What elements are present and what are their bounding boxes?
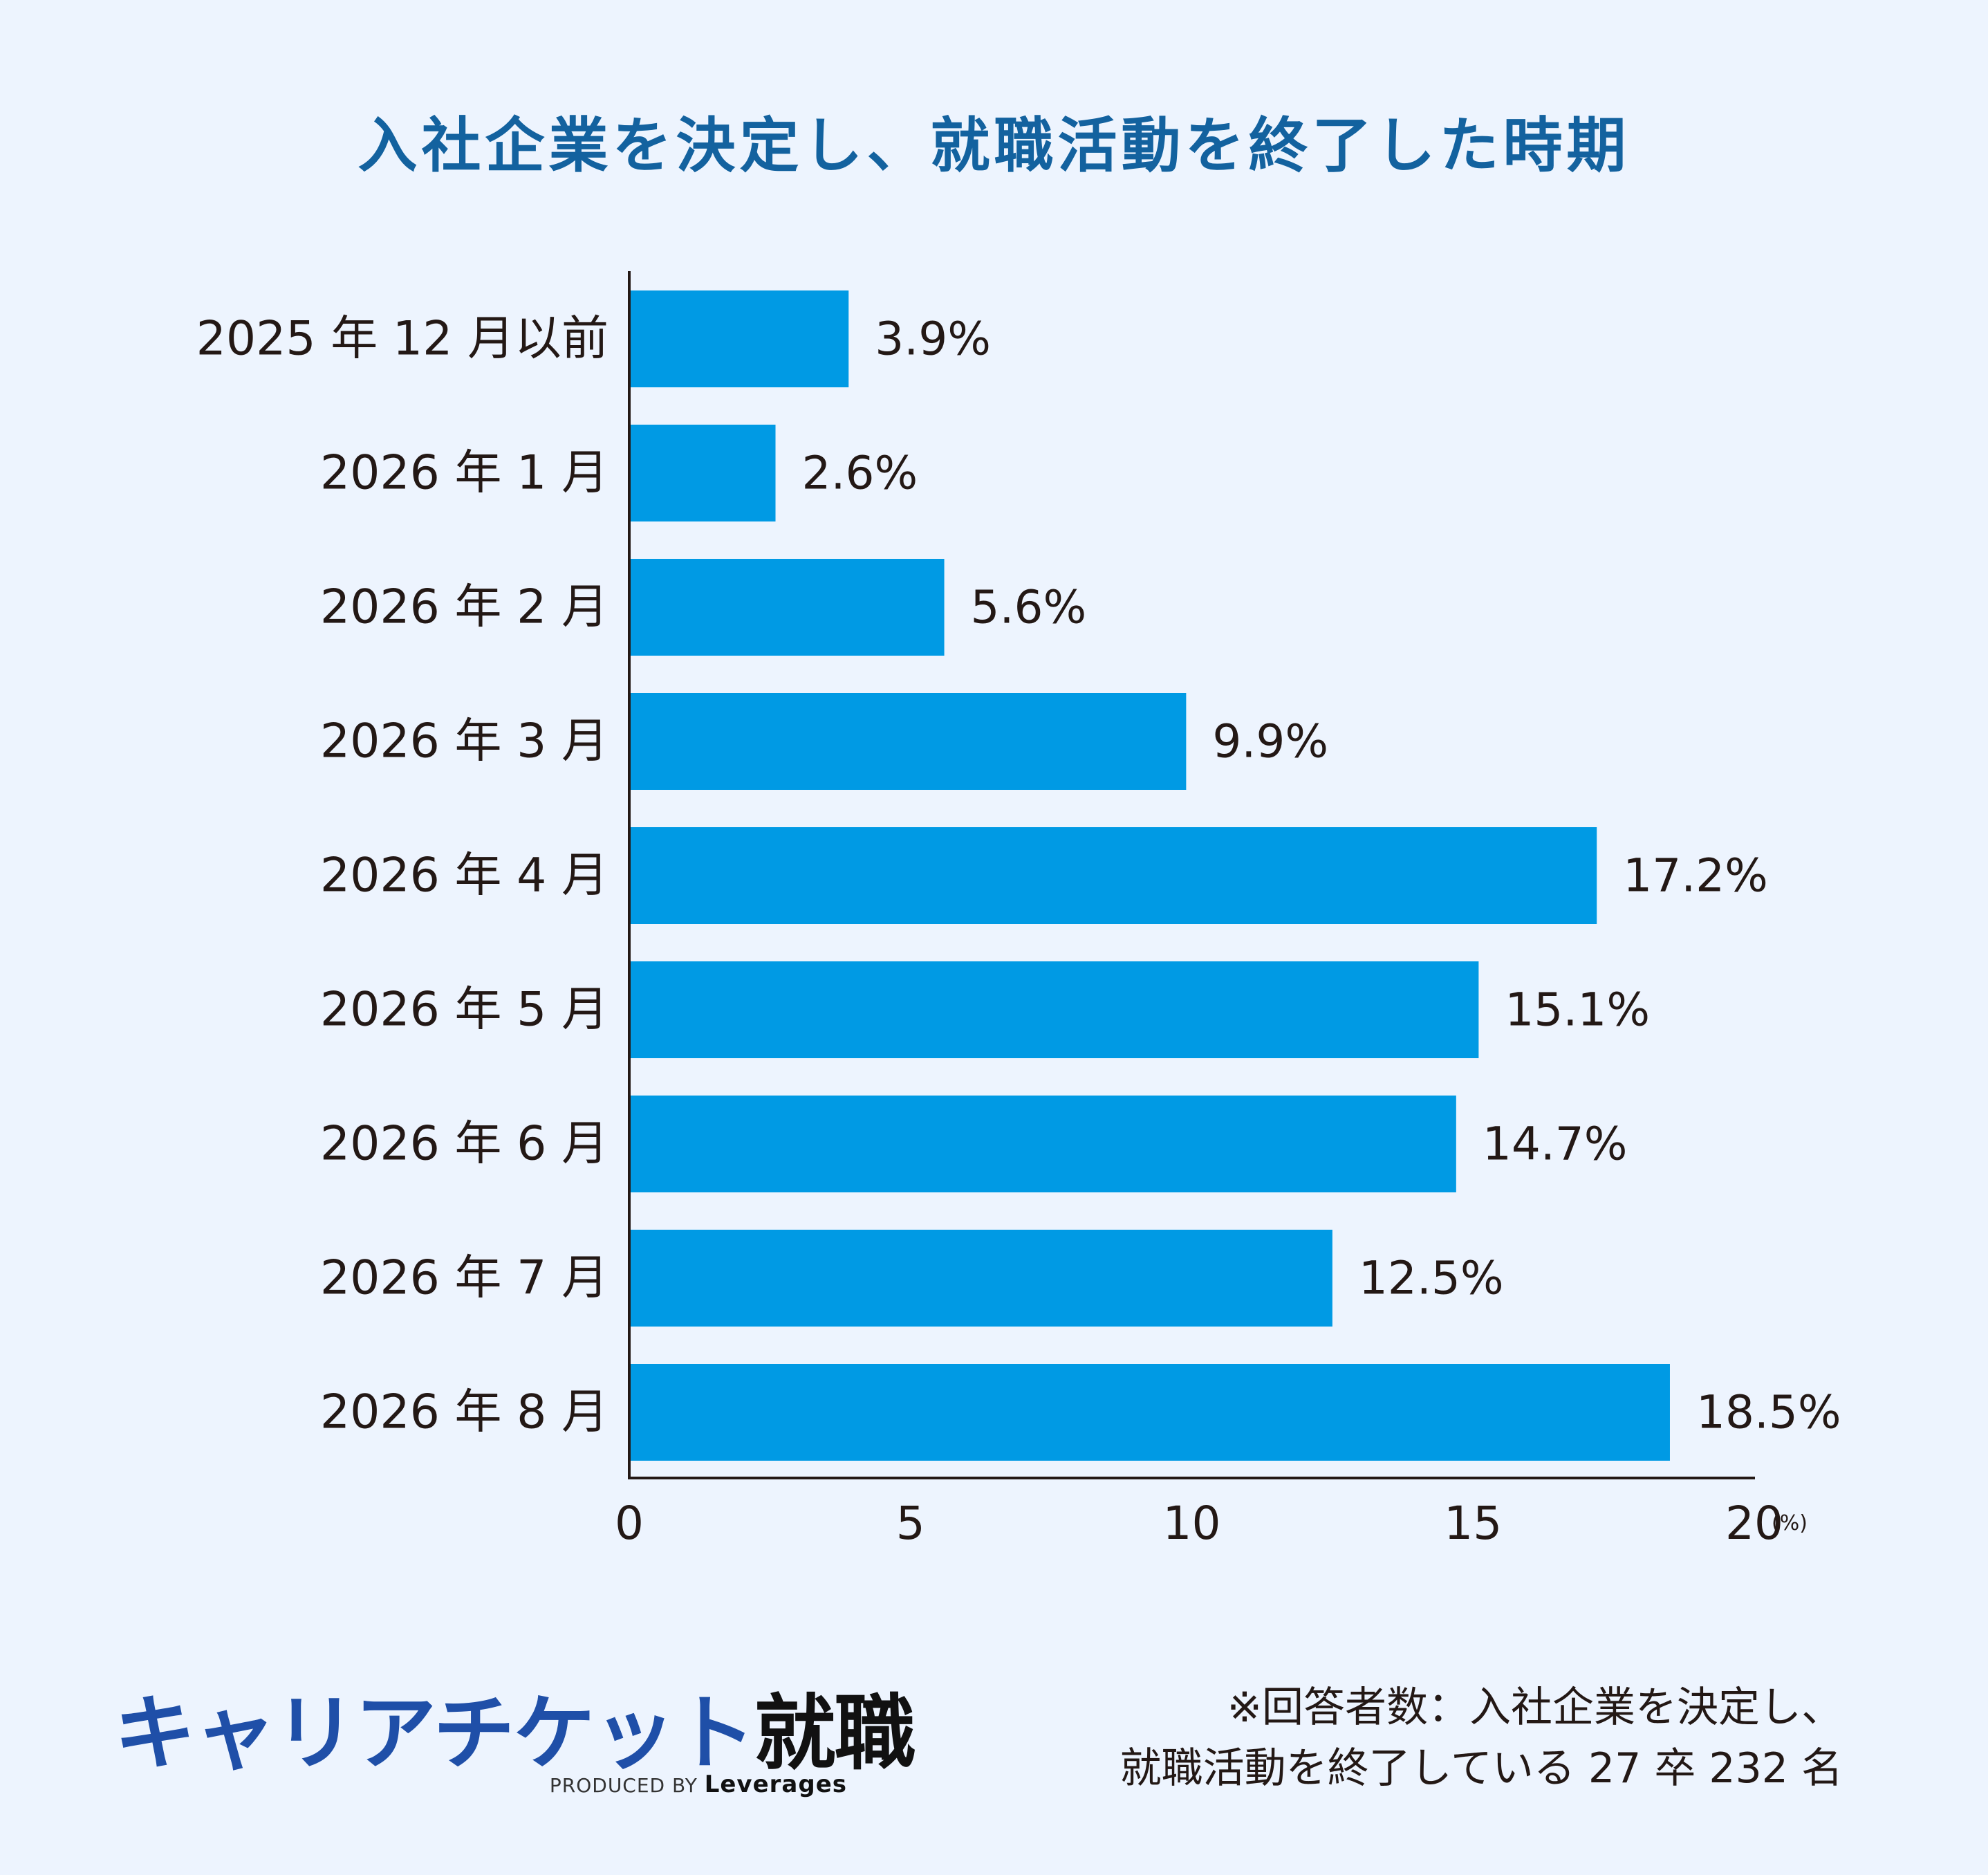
category-labels: 2025 年 12 月以前 2026 年 1 月 2026 年 2 月 2026 年 … (196, 312, 609, 1440)
bar-chart: 2025 年 12 月以前 2026 年 1 月 2026 年 2 月 2026 年 … (196, 271, 1841, 1550)
value-label-5: 17.2% (1623, 849, 1768, 903)
axes (628, 271, 1755, 1479)
produced-by-text: PRODUCED BY (549, 1774, 698, 1797)
bar-8 (629, 1230, 1332, 1327)
category-label-6: 2026 年 5 月 (320, 983, 609, 1037)
bars-layer (629, 290, 1670, 1461)
value-label-1: 3.9% (875, 313, 991, 366)
category-label-2: 2026 年 1 月 (320, 446, 609, 501)
value-label-4: 9.9% (1212, 715, 1328, 768)
brand-logo: キャリアチケット就職 PRODUCED BY Leverages (114, 1667, 916, 1798)
bar-3 (629, 559, 945, 656)
brand-wordmark: キャリアチケット就職 (114, 1667, 916, 1785)
x-tick-label-15: 15 (1444, 1497, 1502, 1550)
bar-6 (629, 961, 1479, 1058)
value-label-6: 15.1% (1505, 983, 1650, 1037)
value-label-7: 14.7% (1483, 1118, 1628, 1171)
x-tick-labels: 0 5 10 15 20 (615, 1497, 1783, 1550)
bar-5 (629, 827, 1597, 924)
maker-name: Leverages (704, 1771, 847, 1798)
category-label-3: 2026 年 2 月 (320, 580, 609, 635)
value-label-2: 2.6% (802, 447, 918, 500)
x-tick-label-20: 20 (1725, 1497, 1783, 1550)
value-labels: 3.9% 2.6% 5.6% 9.9% 17.2% 15.1% 14.7% 12.5% 18.5… (802, 313, 1841, 1439)
bar-4 (629, 693, 1187, 790)
bar-1 (629, 290, 849, 387)
category-label-1: 2025 年 12 月以前 (196, 312, 609, 367)
bar-7 (629, 1096, 1456, 1192)
x-tick-label-0: 0 (615, 1497, 644, 1550)
brand-produced-by: PRODUCED BY Leverages (550, 1771, 847, 1798)
value-label-3: 5.6% (971, 581, 1087, 634)
category-label-8: 2026 年 7 月 (320, 1251, 609, 1306)
category-label-5: 2026 年 4 月 (320, 849, 609, 903)
value-label-8: 12.5% (1359, 1252, 1504, 1305)
bar-2 (629, 425, 776, 521)
bar-9 (629, 1364, 1670, 1461)
brand-name-strong: 就職 (754, 1685, 916, 1781)
category-label-9: 2026 年 8 月 (320, 1385, 609, 1440)
x-tick-label-5: 5 (896, 1497, 925, 1550)
category-label-7: 2026 年 6 月 (320, 1117, 609, 1172)
value-label-9: 18.5% (1696, 1386, 1841, 1439)
footnote: ※回答者数：入社企業を決定し、 就職活動を終了している 27 卒 232 名 (944, 1677, 1843, 1799)
footnote-line-2: 就職活動を終了している 27 卒 232 名 (1120, 1744, 1843, 1793)
x-tick-label-10: 10 (1163, 1497, 1221, 1550)
brand-name-main: キャリアチケット (114, 1685, 756, 1781)
category-label-4: 2026 年 3 月 (320, 714, 609, 769)
chart-title: 入社企業を決定し、就職活動を終了した時期 (357, 111, 1631, 181)
x-axis-unit: (%) (1772, 1511, 1808, 1535)
footnote-line-1: ※回答者数：入社企業を決定し、 (1227, 1683, 1843, 1732)
